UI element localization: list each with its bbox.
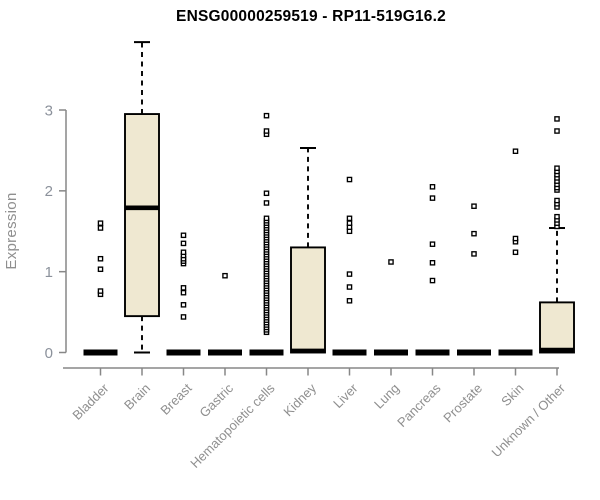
outlier-point xyxy=(471,230,477,237)
x-tick-label-pancreas: Pancreas xyxy=(394,380,444,430)
outlier-point xyxy=(429,195,436,201)
box-group-gastric xyxy=(208,272,242,356)
collapsed-box xyxy=(457,349,491,356)
y-axis: 0 1 2 3 xyxy=(45,102,67,362)
outlier-point xyxy=(180,302,187,308)
collapsed-box xyxy=(415,349,450,356)
box xyxy=(539,301,575,354)
box-group-lung xyxy=(374,259,408,356)
outlier-point xyxy=(346,220,353,226)
outlier-point xyxy=(512,235,519,242)
outlier-point xyxy=(180,314,187,320)
collapsed-box xyxy=(166,349,201,356)
x-tick-label-liver: Liver xyxy=(330,380,361,411)
collapsed-box xyxy=(249,349,284,356)
outlier-point xyxy=(263,128,270,134)
outlier-point xyxy=(429,184,436,190)
collapsed-box xyxy=(374,349,408,356)
outlier-point xyxy=(471,203,477,209)
outlier-point xyxy=(388,259,394,265)
outlier-point xyxy=(346,176,353,183)
box-group-bladder xyxy=(83,220,118,356)
y-tick-label: 1 xyxy=(45,264,53,281)
collapsed-box xyxy=(498,349,533,356)
outlier-point xyxy=(263,112,270,119)
x-tick-label-skin: Skin xyxy=(498,381,526,409)
x-tick-label-gastric: Gastric xyxy=(196,380,236,420)
x-tick-label-unknown-other: Unknown / Other xyxy=(489,380,569,460)
outlier-point xyxy=(263,200,270,206)
outlier-point xyxy=(471,251,477,257)
outlier-point xyxy=(180,289,187,296)
x-tick-label-brain: Brain xyxy=(121,381,153,413)
outlier-point xyxy=(346,284,353,290)
box-group-hematopoietic-cells xyxy=(249,112,284,356)
box xyxy=(124,113,160,318)
x-tick-label-kidney: Kidney xyxy=(280,380,319,419)
outlier-point xyxy=(180,240,187,247)
outlier-point xyxy=(97,288,104,294)
outlier-point xyxy=(222,272,228,279)
outlier-point xyxy=(346,297,353,304)
box-group-skin xyxy=(498,148,533,356)
outlier-point xyxy=(180,232,187,239)
box-group-brain xyxy=(124,41,160,354)
outlier-point xyxy=(512,148,519,155)
outlier-point xyxy=(429,241,436,247)
outlier-point xyxy=(263,190,270,197)
outlier-point xyxy=(429,260,436,266)
box-group-pancreas xyxy=(415,184,450,356)
box-group-unknown-other xyxy=(539,116,575,354)
outlier-point xyxy=(97,255,104,262)
outlier-point xyxy=(512,249,519,256)
x-tick-label-bladder: Bladder xyxy=(69,380,112,423)
outlier-point xyxy=(346,271,353,277)
x-tick-label-lung: Lung xyxy=(371,381,402,412)
chart-title: ENSG00000259519 - RP11-519G16.2 xyxy=(176,8,446,25)
outlier-point xyxy=(554,165,560,171)
outlier-point xyxy=(97,220,104,226)
y-tick-label: 2 xyxy=(45,183,53,200)
box-group-prostate xyxy=(457,203,491,356)
collapsed-box xyxy=(208,349,242,356)
outlier-point xyxy=(180,285,187,291)
outlier-point xyxy=(263,215,270,222)
box-group-breast xyxy=(166,232,201,356)
box-group-liver xyxy=(332,176,367,356)
outlier-point xyxy=(346,215,353,222)
y-tick-label: 0 xyxy=(45,345,53,362)
collapsed-box xyxy=(332,349,367,356)
outlier-point xyxy=(554,116,560,122)
box-group-kidney xyxy=(290,147,326,354)
x-tick-label-breast: Breast xyxy=(157,380,194,417)
box xyxy=(290,246,326,354)
outlier-point xyxy=(180,249,187,256)
collapsed-box xyxy=(83,349,118,356)
outlier-point xyxy=(97,225,104,231)
x-tick-label-prostate: Prostate xyxy=(440,381,485,426)
outlier-point xyxy=(554,197,560,204)
outlier-point xyxy=(429,277,436,284)
outlier-point xyxy=(554,128,560,134)
outlier-point xyxy=(97,266,104,273)
y-tick-label: 3 xyxy=(45,102,53,119)
outlier-point xyxy=(554,213,560,220)
